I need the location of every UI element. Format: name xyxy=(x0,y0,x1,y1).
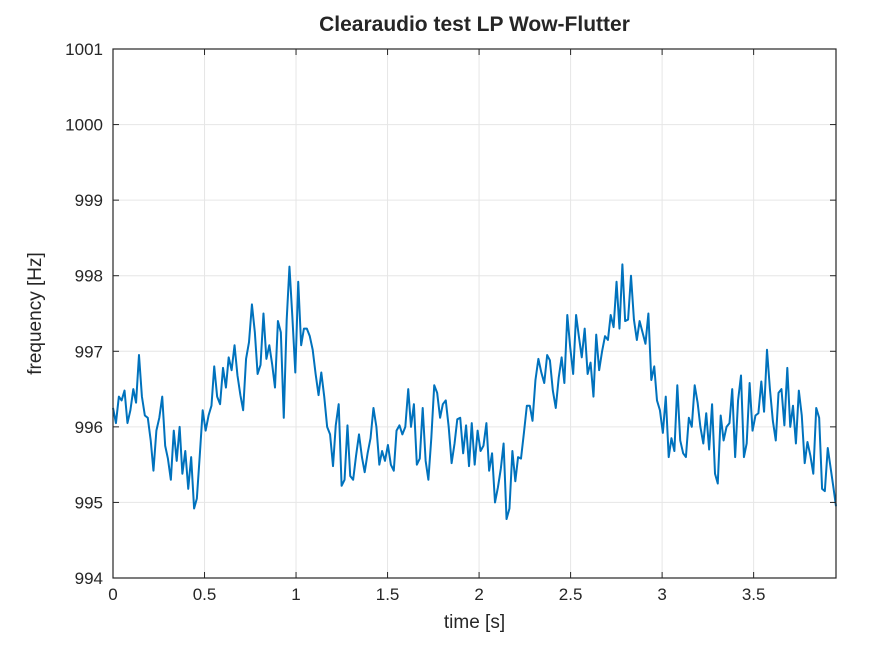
y-tick-label: 997 xyxy=(75,342,103,361)
chart-container: 0 0.5 1 1.5 2 2.5 3 3.5 994 995 996 997 998 999 1000 10… xyxy=(0,0,875,656)
y-tick-label: 995 xyxy=(75,493,103,512)
x-tick-label: 2 xyxy=(474,585,483,604)
line-chart: 0 0.5 1 1.5 2 2.5 3 3.5 994 995 996 997 998 999 1000 10… xyxy=(0,0,875,656)
x-tick-label: 0 xyxy=(108,585,117,604)
x-tick-label: 1 xyxy=(291,585,300,604)
x-tick-label: 3.5 xyxy=(742,585,766,604)
x-axis-label: time [s] xyxy=(444,612,505,633)
y-axis-label: frequency [Hz] xyxy=(25,252,46,375)
x-tick-label: 2.5 xyxy=(559,585,583,604)
y-tick-label: 998 xyxy=(75,267,103,286)
y-tick-label: 994 xyxy=(75,569,103,588)
chart-title: Clearaudio test LP Wow-Flutter xyxy=(319,13,630,36)
y-tick-label: 1000 xyxy=(65,116,103,135)
x-tick-label: 3 xyxy=(657,585,666,604)
y-tick-label: 1001 xyxy=(65,40,103,59)
y-tick-label: 999 xyxy=(75,191,103,210)
x-tick-label: 0.5 xyxy=(193,585,217,604)
y-tick-label: 996 xyxy=(75,418,103,437)
x-tick-label: 1.5 xyxy=(376,585,400,604)
